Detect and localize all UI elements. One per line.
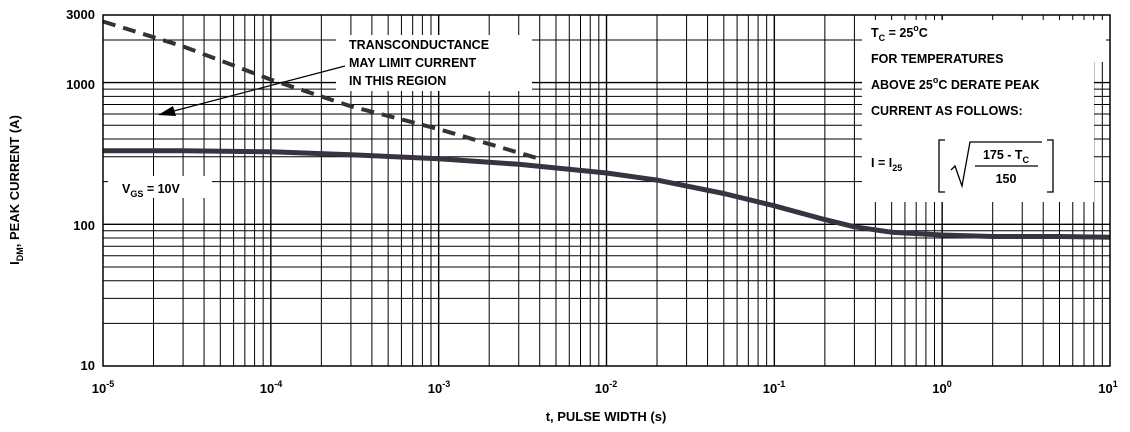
formula-sqrt-sign [950,141,1042,189]
y-tick-label-1000: 1000 [66,77,95,92]
x-tick-label-1e0: 100 [932,379,951,396]
vgs-label: VGS = 10V [108,176,212,199]
plot-frame [102,14,1111,367]
annotation-arrowhead [158,106,176,116]
transconductance-line-3: IN THIS REGION [349,74,446,88]
svg-text:VGS = 10V: VGS = 10V [122,182,181,199]
formula-right-bracket [1047,139,1054,193]
transconductance-limit-line [102,19,541,161]
x-axis-title: t, PULSE WIDTH (s) [546,409,667,424]
transconductance-line-2: MAY LIMIT CURRENT [349,56,476,70]
x-tick-label-1e-5: 10-5 [92,379,114,396]
x-tick-label-1e-3: 10-3 [428,379,450,396]
y-axis-title: IDM, PEAK CURRENT (A) [7,115,25,265]
y-tick-label-10: 10 [81,358,95,373]
formula-lhs: I = I25 [871,156,902,173]
y-tick-label-100: 100 [73,218,95,233]
derate-line-1: FOR TEMPERATURES [871,52,1003,66]
x-tick-labels: 10-5 10-4 10-3 10-2 10-1 100 101 [92,379,1118,396]
transconductance-line-1: TRANSCONDUCTANCE [349,38,489,52]
x-tick-label-1e-1: 10-1 [763,379,785,396]
y-tick-label-3000: 3000 [66,7,95,22]
x-tick-label-1e-2: 10-2 [595,379,617,396]
series-layer [102,19,1111,240]
transconductance-annotation: TRANSCONDUCTANCE MAY LIMIT CURRENT IN TH… [158,35,532,116]
x-tick-label-1e1: 101 [1098,379,1117,396]
derating-info-box: TC = 25oC FOR TEMPERATURES ABOVE 25oC DE… [862,20,1106,202]
formula-denominator: 150 [996,172,1017,186]
formula-left-bracket [938,139,945,193]
annotation-arrow-line [169,65,346,113]
y-tick-labels: 3000 1000 100 10 [66,7,95,373]
peak-current-line [103,148,1111,240]
tc-condition: TC = 25oC [871,23,928,43]
derate-line-2: ABOVE 25oC DERATE PEAK [871,75,1040,92]
derate-line-3: CURRENT AS FOLLOWS: [871,104,1023,118]
x-tick-label-1e-4: 10-4 [260,379,282,396]
formula-numerator: 175 - TC [983,148,1030,165]
